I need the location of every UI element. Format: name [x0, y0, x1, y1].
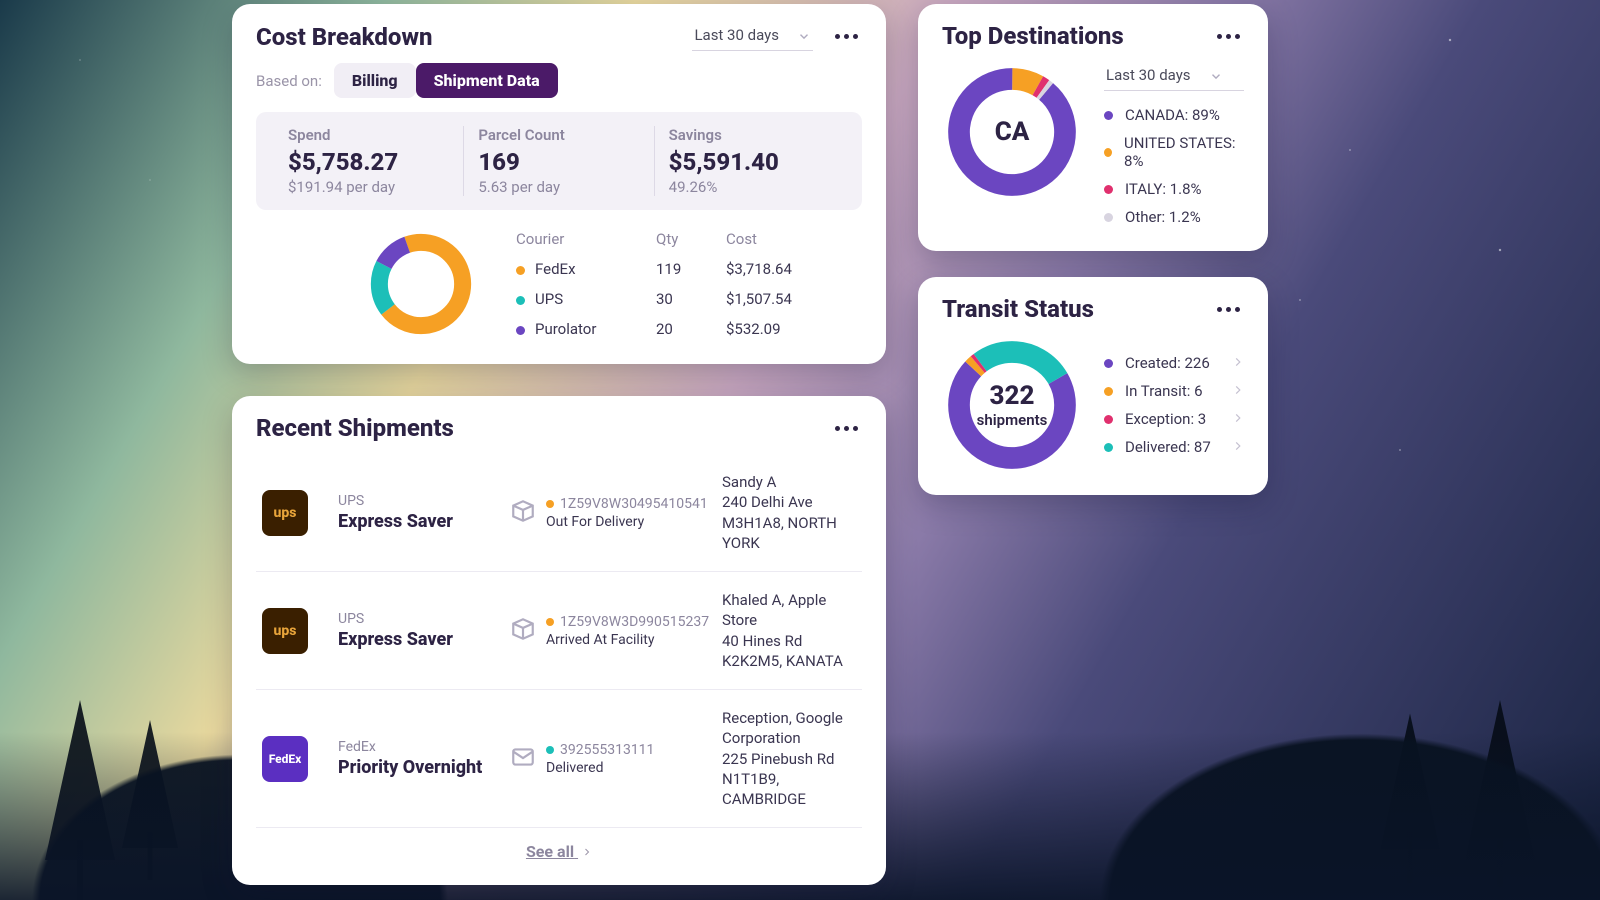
courier-donut-chart: [366, 229, 476, 339]
dest-legend-item: UNITED STATES: 8%: [1104, 129, 1244, 175]
box-icon: [510, 616, 536, 646]
shipment-row[interactable]: ups UPS Express Saver 1Z59V8W30495410541…: [256, 454, 862, 571]
box-icon: [510, 498, 536, 528]
service-name: Priority Overnight: [338, 757, 498, 778]
cost-period-select[interactable]: Last 30 days: [692, 22, 813, 51]
dest-legend-item: ITALY: 1.8%: [1104, 175, 1244, 203]
transit-title: Transit Status: [942, 295, 1094, 323]
dest-menu-button[interactable]: [1213, 30, 1244, 43]
chevron-down-icon: [1209, 68, 1223, 82]
ct-head-qty: Qty: [656, 230, 726, 248]
parcel-label: Parcel Count: [478, 126, 639, 144]
cost-breakdown-card: Cost Breakdown Last 30 days Based on: Bi…: [232, 4, 886, 364]
transit-center-num: 322: [990, 381, 1035, 411]
cost-period-label: Last 30 days: [694, 26, 779, 44]
see-all-label: See all: [526, 842, 574, 861]
mail-icon: [510, 744, 536, 774]
top-destinations-card: Top Destinations CA Last 30 days CANADA:…: [918, 4, 1268, 251]
ct-head-courier: Courier: [516, 230, 656, 248]
parcel-sub: 5.63 per day: [478, 178, 639, 196]
spend-value: $5,758.27: [288, 148, 449, 176]
carrier-name: UPS: [338, 611, 498, 627]
dest-title: Top Destinations: [942, 22, 1124, 50]
shipment-row[interactable]: FedEx FedEx Priority Overnight 392555313…: [256, 689, 862, 827]
shipments-title: Recent Shipments: [256, 414, 454, 442]
cost-menu-button[interactable]: [831, 30, 862, 43]
parcel-value: 169: [478, 148, 639, 176]
dest-center: CA: [995, 117, 1030, 147]
transit-menu-button[interactable]: [1213, 303, 1244, 316]
transit-legend-item[interactable]: Created: 226: [1104, 349, 1244, 377]
spend-sub: $191.94 per day: [288, 178, 449, 196]
tab-shipment-data[interactable]: Shipment Data: [416, 63, 558, 98]
transit-legend-item[interactable]: Exception: 3: [1104, 405, 1244, 433]
dest-legend-item: CANADA: 89%: [1104, 101, 1244, 129]
shipments-menu-button[interactable]: [831, 422, 862, 435]
transit-legend-item[interactable]: In Transit: 6: [1104, 377, 1244, 405]
transit-center-label: shipments: [977, 411, 1048, 429]
carrier-logo: ups: [262, 608, 308, 654]
savings-label: Savings: [669, 126, 830, 144]
tracking-number: 1Z59V8W3D990515237: [546, 614, 709, 630]
tracking-status: Delivered: [546, 760, 654, 776]
tracking-number: 1Z59V8W30495410541: [546, 496, 708, 512]
savings-sub: 49.26%: [669, 178, 830, 196]
cost-title: Cost Breakdown: [256, 23, 432, 51]
carrier-logo: FedEx: [262, 736, 308, 782]
courier-row: UPS30$1,507.54: [516, 284, 852, 314]
transit-legend-item[interactable]: Delivered: 87: [1104, 433, 1244, 461]
carrier-logo: ups: [262, 490, 308, 536]
spend-label: Spend: [288, 126, 449, 144]
shipment-row[interactable]: ups UPS Express Saver 1Z59V8W3D990515237…: [256, 571, 862, 689]
shipment-address: Khaled A, Apple Store40 Hines RdK2K2M5, …: [722, 590, 856, 671]
ct-head-cost: Cost: [726, 230, 852, 248]
courier-row: FedEx119$3,718.64: [516, 254, 852, 284]
see-all-link[interactable]: See all: [256, 827, 862, 865]
tracking-status: Arrived At Facility: [546, 632, 709, 648]
stats-panel: Spend $5,758.27 $191.94 per day Parcel C…: [256, 112, 862, 210]
dest-period-label: Last 30 days: [1106, 66, 1191, 84]
transit-donut-chart: 322 shipments: [942, 335, 1082, 475]
basis-label: Based on:: [256, 72, 322, 90]
service-name: Express Saver: [338, 511, 498, 532]
dest-period-select[interactable]: Last 30 days: [1104, 62, 1244, 91]
chevron-down-icon: [797, 28, 811, 42]
transit-status-card: Transit Status 322 shipments Created: 22…: [918, 277, 1268, 495]
service-name: Express Saver: [338, 629, 498, 650]
chevron-right-icon: [582, 842, 592, 861]
courier-row: Purolator20$532.09: [516, 314, 852, 344]
tracking-status: Out For Delivery: [546, 514, 708, 530]
dest-legend-item: Other: 1.2%: [1104, 203, 1244, 231]
tracking-number: 392555313111: [546, 742, 654, 758]
tab-billing[interactable]: Billing: [334, 63, 416, 98]
carrier-name: UPS: [338, 493, 498, 509]
courier-table: Courier Qty Cost FedEx119$3,718.64UPS30$…: [516, 224, 852, 344]
shipment-address: Sandy A240 Delhi AveM3H1A8, NORTH YORK: [722, 472, 856, 553]
recent-shipments-card: Recent Shipments ups UPS Express Saver 1…: [232, 396, 886, 885]
shipment-address: Reception, Google Corporation225 Pinebus…: [722, 708, 856, 809]
dest-donut-chart: CA: [942, 62, 1082, 202]
savings-value: $5,591.40: [669, 148, 830, 176]
carrier-name: FedEx: [338, 739, 498, 755]
